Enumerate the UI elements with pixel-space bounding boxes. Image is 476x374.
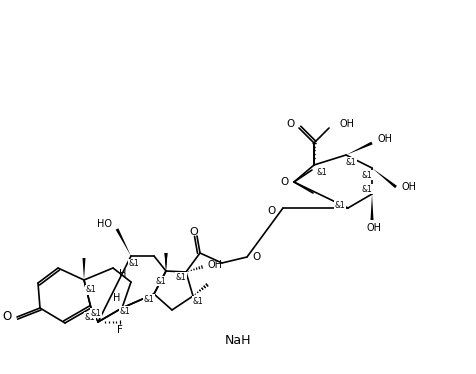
Text: H: H — [113, 293, 121, 303]
Text: &1: &1 — [156, 276, 167, 285]
Polygon shape — [116, 228, 131, 256]
Text: &1: &1 — [85, 313, 95, 322]
Text: &1: &1 — [86, 285, 96, 294]
Text: OH: OH — [207, 260, 222, 270]
Text: O: O — [189, 227, 198, 237]
Text: OH: OH — [401, 182, 416, 192]
Text: &1: &1 — [193, 297, 203, 306]
Text: OH: OH — [367, 223, 381, 233]
Text: OH: OH — [339, 119, 354, 129]
Text: HO: HO — [97, 219, 112, 229]
Text: &1: &1 — [90, 309, 101, 318]
Text: O: O — [287, 119, 295, 129]
Text: &1: &1 — [119, 307, 130, 316]
Text: O: O — [268, 206, 276, 216]
Text: &1: &1 — [129, 260, 139, 269]
Text: &1: &1 — [362, 184, 372, 193]
Text: &1: &1 — [346, 157, 357, 166]
Polygon shape — [370, 194, 374, 220]
Text: O: O — [3, 310, 12, 324]
Polygon shape — [346, 142, 373, 155]
Polygon shape — [82, 258, 86, 280]
Text: &1: &1 — [176, 273, 187, 282]
Text: O: O — [252, 252, 260, 262]
Text: &1: &1 — [362, 171, 372, 180]
Text: NaH: NaH — [225, 334, 251, 346]
Polygon shape — [372, 168, 397, 188]
Text: &1: &1 — [335, 200, 346, 209]
Polygon shape — [165, 253, 168, 271]
Text: O: O — [281, 177, 289, 187]
Text: OH: OH — [377, 134, 392, 144]
Polygon shape — [165, 253, 168, 271]
Text: &1: &1 — [317, 168, 327, 177]
Text: H: H — [119, 269, 127, 279]
Text: &1: &1 — [144, 294, 154, 303]
Text: F: F — [117, 325, 123, 335]
